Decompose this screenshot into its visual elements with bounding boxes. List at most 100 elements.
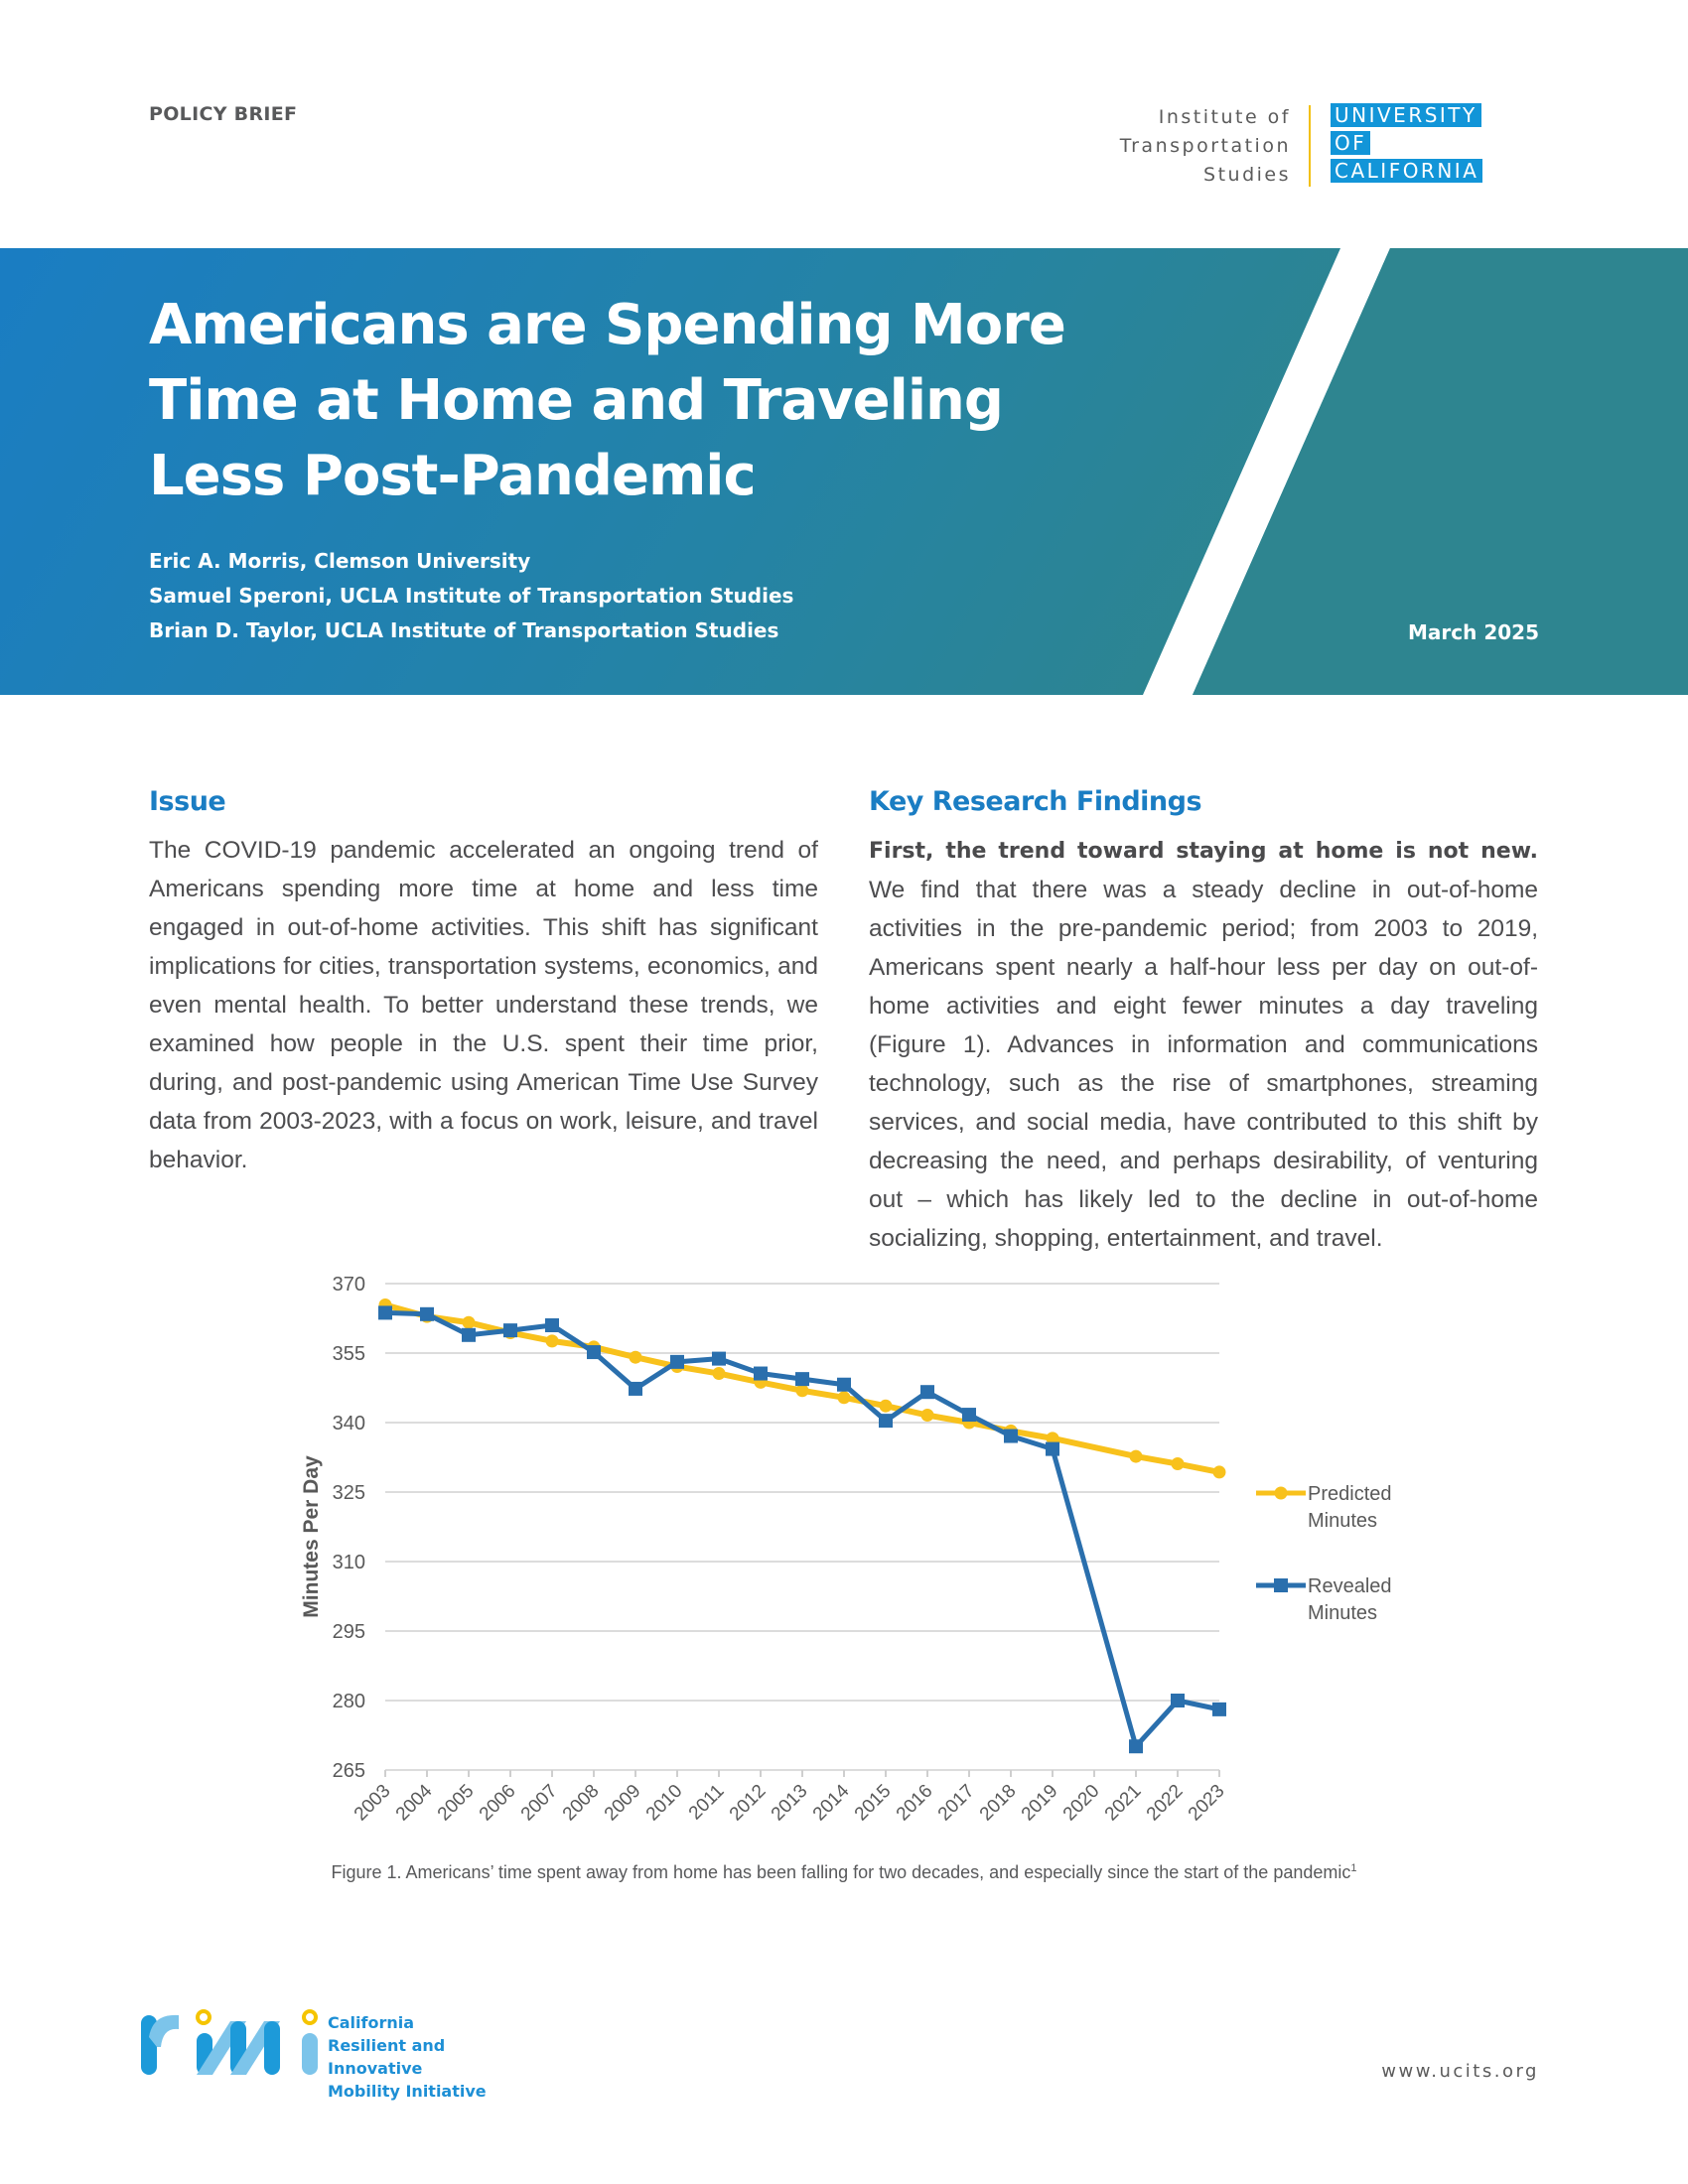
y-tick-label: 265 xyxy=(333,1760,365,1782)
x-tick-label: 2020 xyxy=(1059,1781,1104,1826)
revealed-point xyxy=(1171,1694,1185,1707)
x-tick-label: 2013 xyxy=(768,1781,812,1826)
x-tick-label: 2022 xyxy=(1143,1781,1188,1826)
x-tick-label: 2009 xyxy=(601,1781,645,1826)
revealed-point xyxy=(1212,1702,1226,1716)
revealed-point xyxy=(378,1305,392,1320)
author: Samuel Speroni, UCLA Institute of Transp… xyxy=(149,584,794,608)
revealed-point xyxy=(462,1327,476,1342)
y-tick-label: 340 xyxy=(333,1413,365,1434)
revealed-point xyxy=(503,1323,517,1338)
its-logo-line: Studies xyxy=(1203,164,1291,186)
issue-body: The COVID-19 pandemic accelerated an ong… xyxy=(149,837,818,1173)
legend-label: Revealed xyxy=(1308,1575,1392,1597)
author: Brian D. Taylor, UCLA Institute of Trans… xyxy=(149,618,779,642)
revealed-point xyxy=(629,1381,642,1396)
website-link[interactable]: www.ucits.org xyxy=(1381,2061,1539,2082)
revealed-point xyxy=(920,1385,934,1400)
legend-marker xyxy=(1274,1486,1288,1500)
x-tick-label: 2018 xyxy=(976,1781,1021,1826)
findings-lead: First, the trend toward staying at home … xyxy=(869,839,1538,864)
figure-1-chart: 265 280 295 310 325 340 355 370 2003 2004 2005 2006… xyxy=(268,1261,1440,1856)
findings-text: We find that there was a steady decline … xyxy=(869,877,1538,1252)
revealed-point xyxy=(1129,1739,1143,1754)
x-tick-label: 2005 xyxy=(434,1781,479,1826)
x-tick-label: 2014 xyxy=(809,1780,854,1825)
line-chart: 265 280 295 310 325 340 355 370 2003200420052006… xyxy=(300,1274,1392,1826)
rmi-logo-text: California Resilient and Innovative Mobi… xyxy=(328,2011,536,2103)
revealed-point xyxy=(1004,1429,1018,1443)
issue-section: Issue The COVID-19 pandemic accelerated … xyxy=(149,786,818,1179)
findings-heading: Key Research Findings xyxy=(869,786,1202,817)
predicted-point xyxy=(920,1409,934,1423)
uc-logo: UNIVERSITY OF CALIFORNIA xyxy=(1331,103,1483,187)
rmi-line: Resilient and Innovative xyxy=(328,2036,446,2078)
y-tick-label: 295 xyxy=(333,1621,365,1643)
uc-logo-line: OF xyxy=(1331,131,1371,155)
x-tick-label: 2004 xyxy=(392,1780,437,1825)
revealed-point xyxy=(754,1366,768,1381)
figure-caption: Figure 1. Americans’ time spent away fro… xyxy=(0,1862,1688,1883)
predicted-point xyxy=(1046,1432,1059,1445)
x-tick-label: 2017 xyxy=(934,1781,979,1826)
predicted-point xyxy=(545,1334,559,1348)
author-list: Eric A. Morris, Clemson University Samue… xyxy=(149,544,793,648)
predicted-point xyxy=(1129,1449,1143,1463)
y-tick-label: 310 xyxy=(333,1552,365,1573)
x-tick-label: 2023 xyxy=(1185,1781,1229,1826)
its-logo-line: Institute of xyxy=(1158,106,1291,128)
findings-body: First, the trend toward staying at home … xyxy=(869,831,1538,1258)
findings-section: Key Research Findings First, the trend t… xyxy=(869,786,1538,1258)
predicted-point xyxy=(712,1367,726,1381)
legend-label: Minutes xyxy=(1308,1510,1377,1532)
predicted-point xyxy=(837,1391,851,1405)
x-tick-label: 2019 xyxy=(1018,1781,1062,1826)
issue-heading: Issue xyxy=(149,786,226,817)
page-title: Americans are Spending More Time at Home… xyxy=(149,293,1066,508)
revealed-point xyxy=(1046,1441,1059,1456)
revealed-point xyxy=(420,1306,434,1321)
predicted-point xyxy=(1212,1465,1226,1479)
predicted-point xyxy=(879,1399,893,1413)
y-tick-label: 325 xyxy=(333,1482,365,1504)
legend-label: Predicted xyxy=(1308,1483,1392,1505)
revealed-point xyxy=(712,1351,726,1366)
x-tick-label: 2006 xyxy=(476,1781,520,1826)
y-axis-label: Minutes Per Day xyxy=(300,1455,323,1618)
publication-date: March 2025 xyxy=(1408,620,1539,644)
predicted-point xyxy=(795,1384,809,1398)
footnote-marker[interactable]: 1 xyxy=(1350,1862,1357,1874)
y-tick-label: 280 xyxy=(333,1691,365,1712)
revealed-point xyxy=(545,1318,559,1332)
revealed-point xyxy=(670,1354,684,1369)
title-banner: Americans are Spending More Time at Home… xyxy=(0,248,1688,695)
revealed-point xyxy=(962,1408,976,1423)
its-logo-line: Transportation xyxy=(1119,135,1291,157)
its-uc-logo: Institute of Transportation Studies UNIV… xyxy=(1092,103,1509,189)
x-tick-label: 2012 xyxy=(726,1781,771,1826)
revealed-point xyxy=(879,1414,893,1429)
x-tick-label: 2007 xyxy=(517,1781,562,1826)
predicted-point xyxy=(629,1350,642,1364)
revealed-point xyxy=(587,1345,601,1360)
author: Eric A. Morris, Clemson University xyxy=(149,549,531,573)
rmi-logo: California Resilient and Innovative Mobi… xyxy=(139,2007,536,2101)
revealed-point xyxy=(837,1377,851,1392)
policy-brief-label: POLICY BRIEF xyxy=(149,103,298,125)
predicted-point xyxy=(1171,1457,1185,1471)
x-tick-label: 2015 xyxy=(851,1781,896,1826)
x-tick-label: 2010 xyxy=(642,1781,687,1826)
uc-logo-line: UNIVERSITY xyxy=(1331,103,1481,127)
legend-label: Minutes xyxy=(1308,1602,1377,1624)
x-tick-label: 2003 xyxy=(351,1781,395,1826)
caption-text: Figure 1. Americans’ time spent away fro… xyxy=(331,1862,1351,1882)
rmi-line: California xyxy=(328,2013,415,2032)
x-tick-label: 2021 xyxy=(1101,1781,1146,1826)
rmi-logo-mark-icon xyxy=(141,2009,318,2075)
revealed-point xyxy=(795,1372,809,1387)
predicted-point xyxy=(462,1315,476,1329)
x-tick-label: 2016 xyxy=(893,1781,937,1826)
y-tick-label: 355 xyxy=(333,1343,365,1365)
its-logo-text: Institute of Transportation Studies xyxy=(1120,103,1291,190)
rmi-line: Mobility Initiative xyxy=(328,2082,487,2101)
